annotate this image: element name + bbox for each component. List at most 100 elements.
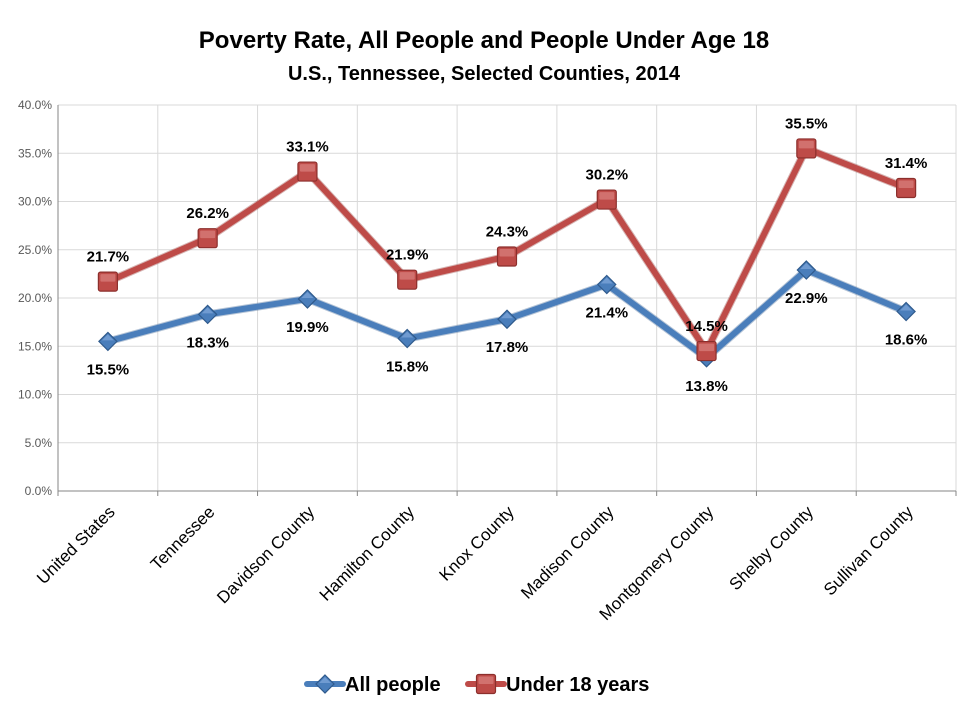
data-label: 31.4%	[885, 155, 928, 172]
data-labels: 15.5% 18.3% 19.9% 15.8% 17.8% 21.4% 13.8% 22.9%…	[87, 115, 928, 394]
marker-highlight	[200, 230, 216, 239]
data-point	[497, 309, 517, 330]
data-label: 15.5%	[87, 361, 130, 378]
data-point	[197, 304, 218, 325]
data-point	[896, 301, 916, 322]
marker-highlight	[600, 277, 613, 284]
legend-label: Under 18 years	[506, 674, 649, 696]
marker-highlight	[900, 304, 913, 311]
x-tick-label: United States	[33, 502, 119, 588]
data-label: 19.9%	[286, 319, 329, 336]
chart-title: Poverty Rate, All People and People Unde…	[199, 27, 769, 54]
data-label: 21.7%	[87, 249, 130, 266]
data-point	[297, 289, 318, 309]
marker-diamond	[497, 309, 517, 330]
series-group	[97, 138, 917, 368]
marker-square	[796, 138, 817, 159]
marker-highlight	[299, 164, 315, 172]
marker-highlight	[798, 140, 814, 149]
chart-subtitle: U.S., Tennessee, Selected Counties, 2014	[288, 63, 681, 85]
y-tick-label: 0.0%	[25, 484, 53, 498]
marker-diamond	[197, 304, 218, 325]
x-tick-label: Madison County	[517, 502, 618, 603]
data-label: 22.9%	[785, 290, 828, 307]
marker-square	[197, 228, 218, 249]
data-label: 18.3%	[186, 334, 229, 351]
marker-highlight	[800, 263, 813, 270]
marker-square	[97, 271, 118, 292]
data-label: 26.2%	[186, 205, 229, 222]
data-label: 33.1%	[286, 139, 329, 156]
data-label: 18.6%	[885, 332, 928, 349]
legend-item-under-18: Under 18 years	[465, 673, 649, 696]
marker-diamond	[896, 301, 916, 322]
x-tick-label: Sullivan County	[820, 502, 917, 599]
marker-square	[696, 340, 717, 362]
y-tick-label: 15.0%	[18, 339, 52, 353]
data-label: 30.2%	[586, 167, 629, 184]
series-all-people	[98, 260, 916, 368]
marker-highlight	[101, 334, 114, 341]
data-point	[397, 328, 418, 349]
marker-highlight	[100, 274, 116, 282]
legend-marker	[475, 673, 497, 695]
data-point	[197, 228, 218, 249]
legend-item-all-people: All people	[304, 674, 441, 696]
data-label: 14.5%	[685, 318, 728, 335]
data-point	[896, 177, 917, 199]
data-label: 21.9%	[386, 247, 429, 264]
y-tick-label: 30.0%	[18, 195, 52, 209]
marker-square	[896, 177, 917, 199]
data-point	[596, 274, 617, 295]
data-label: 24.3%	[486, 224, 529, 241]
data-point	[796, 260, 817, 280]
marker-highlight	[478, 676, 494, 684]
data-point	[397, 269, 418, 290]
x-tick-label: Knox County	[436, 502, 519, 585]
data-point	[98, 331, 118, 352]
marker-diamond	[596, 274, 617, 295]
data-point	[97, 271, 118, 292]
data-label: 35.5%	[785, 115, 828, 132]
y-tick-label: 25.0%	[18, 243, 52, 257]
marker-highlight	[319, 677, 331, 683]
marker-highlight	[501, 312, 513, 319]
y-tick-label: 40.0%	[18, 98, 52, 112]
marker-highlight	[898, 180, 914, 188]
data-label: 15.8%	[386, 359, 429, 376]
marker-diamond	[315, 674, 335, 694]
marker-highlight	[599, 192, 615, 200]
y-tick-label: 35.0%	[18, 146, 52, 160]
x-tick-label: Davidson County	[213, 502, 318, 607]
y-tick-label: 5.0%	[25, 436, 53, 450]
marker-highlight	[699, 343, 715, 352]
marker-highlight	[201, 307, 214, 314]
data-label: 13.8%	[685, 378, 728, 395]
data-point	[696, 340, 717, 362]
x-tick-label: Hamilton County	[316, 502, 419, 605]
data-label: 17.8%	[486, 339, 529, 356]
x-tick-label: Tennessee	[147, 502, 219, 574]
data-point	[297, 161, 318, 182]
marker-diamond	[796, 260, 817, 280]
legend-label: All people	[345, 674, 441, 696]
x-tick-label: Shelby County	[726, 502, 818, 594]
marker-highlight	[301, 291, 314, 298]
legend-marker	[315, 674, 335, 694]
y-tick-label: 20.0%	[18, 291, 52, 305]
marker-square	[475, 673, 497, 695]
legend: All people Under 18 years	[304, 673, 649, 696]
data-point	[596, 189, 617, 210]
data-point	[496, 246, 518, 267]
marker-square	[297, 161, 318, 182]
marker-diamond	[397, 328, 418, 349]
marker-highlight	[499, 249, 515, 257]
series-under-18	[97, 138, 917, 362]
marker-square	[397, 269, 418, 290]
data-point	[796, 138, 817, 159]
marker-diamond	[98, 331, 118, 352]
y-tick-label: 10.0%	[18, 388, 52, 402]
marker-highlight	[399, 272, 415, 280]
marker-square	[596, 189, 617, 210]
